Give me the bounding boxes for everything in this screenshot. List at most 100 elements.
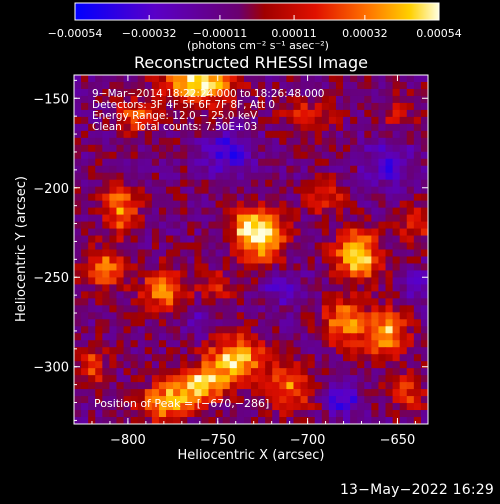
heatmap-cell — [279, 354, 287, 362]
heatmap-cell — [307, 81, 316, 90]
heatmap-cell — [95, 235, 103, 244]
heatmap-cell — [187, 347, 195, 355]
heatmap-cell — [166, 333, 174, 341]
heatmap-cell — [88, 214, 96, 223]
heatmap-cell — [265, 151, 273, 160]
heatmap-cell — [74, 312, 82, 320]
heatmap-cell — [180, 396, 188, 404]
heatmap-cell — [116, 179, 125, 188]
heatmap-cell — [328, 375, 337, 383]
heatmap-cell — [81, 186, 89, 195]
heatmap-cell — [123, 193, 132, 202]
heatmap-cell — [222, 109, 231, 118]
heatmap-cell — [194, 410, 203, 418]
heatmap-cell — [328, 417, 337, 424]
heatmap-cell — [180, 214, 188, 223]
heatmap-cell — [413, 368, 422, 376]
heatmap-cell — [137, 221, 146, 230]
heatmap-cell — [173, 158, 181, 167]
heatmap-cell — [229, 172, 238, 181]
heatmap-cell — [130, 235, 139, 244]
heatmap-cell — [81, 214, 89, 223]
heatmap-cell — [251, 179, 259, 188]
heatmap-cell — [293, 270, 302, 279]
heatmap-cell — [300, 347, 309, 355]
heatmap-cell — [385, 75, 394, 83]
heatmap-cell — [321, 291, 330, 299]
heatmap-cell — [350, 144, 358, 153]
heatmap-cell — [130, 277, 139, 285]
heatmap-cell — [151, 389, 160, 397]
heatmap-cell — [222, 361, 231, 369]
heatmap-cell — [109, 249, 118, 258]
heatmap-cell — [378, 158, 387, 167]
heatmap-cell — [222, 417, 231, 424]
heatmap-cell — [137, 326, 146, 334]
heatmap-cell — [314, 123, 323, 132]
heatmap-cell — [166, 354, 174, 362]
heatmap-cell — [130, 144, 139, 153]
heatmap-cell — [406, 123, 415, 132]
heatmap-cell — [166, 235, 174, 244]
heatmap-cell — [130, 207, 139, 216]
heatmap-cell — [81, 242, 89, 251]
heatmap-cell — [116, 88, 125, 97]
heatmap-cell — [180, 361, 188, 369]
heatmap-cell — [371, 158, 380, 167]
heatmap-cell — [293, 88, 302, 97]
heatmap-cell — [88, 298, 96, 306]
heatmap-cell — [371, 249, 380, 258]
heatmap-cell — [265, 130, 273, 139]
heatmap-cell — [286, 102, 295, 111]
heatmap-cell — [279, 81, 287, 90]
heatmap-cell — [279, 123, 287, 132]
heatmap-cell — [74, 81, 82, 90]
heatmap-cell — [399, 144, 408, 153]
heatmap-cell — [215, 417, 224, 424]
heatmap-cell — [279, 368, 287, 376]
heatmap-cell — [307, 179, 316, 188]
heatmap-cell — [109, 193, 118, 202]
heatmap-cell — [95, 207, 103, 216]
heatmap-cell — [123, 263, 132, 272]
heatmap-cell — [243, 249, 252, 258]
heatmap-cell — [201, 123, 210, 132]
heatmap-cell — [236, 284, 245, 292]
y-tick-label: −300 — [33, 361, 69, 376]
heatmap-cell — [194, 333, 203, 341]
heatmap-cell — [137, 382, 146, 390]
heatmap-cell — [272, 75, 280, 83]
heatmap-cell — [215, 186, 224, 195]
heatmap-cell — [300, 312, 309, 320]
heatmap-cell — [258, 109, 266, 118]
heatmap-cell — [208, 116, 217, 125]
heatmap-cell — [293, 179, 302, 188]
heatmap-cell — [109, 88, 118, 97]
heatmap-cell — [286, 228, 295, 237]
heatmap-cell — [222, 319, 231, 327]
heatmap-cell — [328, 123, 337, 132]
heatmap-cell — [307, 410, 316, 418]
heatmap-cell — [350, 298, 358, 306]
heatmap-cell — [413, 340, 422, 348]
heatmap-cell — [130, 368, 139, 376]
heatmap-cell — [293, 158, 302, 167]
heatmap-cell — [392, 417, 401, 424]
heatmap-cell — [243, 95, 252, 104]
heatmap-cell — [180, 389, 188, 397]
heatmap-cell — [137, 116, 146, 125]
heatmap-cell — [116, 340, 125, 348]
heatmap-cell — [350, 214, 358, 223]
heatmap-cell — [222, 179, 231, 188]
heatmap-cell — [335, 144, 344, 153]
heatmap-cell — [392, 151, 401, 160]
heatmap-cell — [286, 88, 295, 97]
heatmap-cell — [357, 368, 365, 376]
heatmap-cell — [399, 410, 408, 418]
heatmap-cell — [300, 137, 309, 146]
heatmap-cell — [357, 319, 365, 327]
heatmap-cell — [265, 410, 273, 418]
heatmap-cell — [293, 389, 302, 397]
heatmap-cell — [293, 256, 302, 265]
heatmap-cell — [413, 375, 422, 383]
